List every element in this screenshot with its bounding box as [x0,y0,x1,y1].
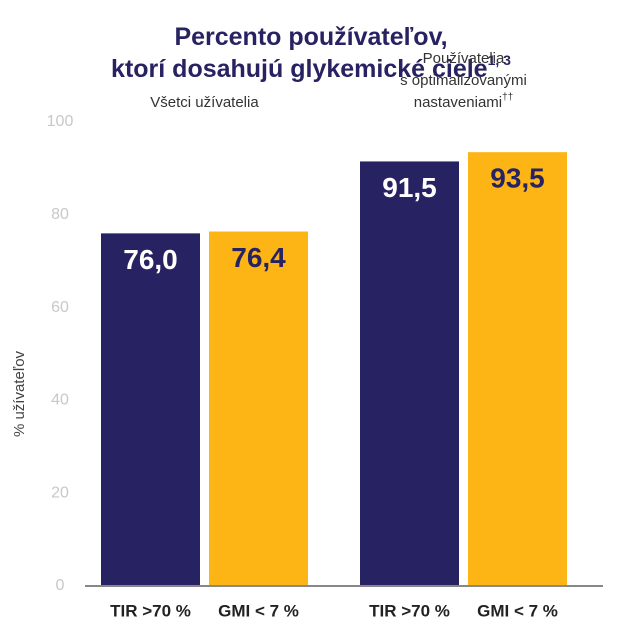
bar [101,233,200,587]
title-line: ktorí dosahujú glykemické ciele [111,55,488,83]
group-label: nastaveniami†† [414,92,514,111]
group-label: s optimalizovanými [400,72,527,89]
value-label: 93,5 [490,163,545,194]
y-tick-label: 60 [51,299,69,316]
x-tick-label: GMI < 7 % [477,601,558,620]
group-label-line: Používatelia [423,50,505,67]
group-label-line: Všetci užívatelia [150,94,259,111]
y-tick-label: 20 [51,484,69,501]
value-label: 91,5 [382,172,437,203]
group-label-line: s optimalizovanými [400,72,527,89]
y-tick-label: 40 [51,392,69,409]
bar [360,161,459,586]
bar [209,231,308,586]
y-tick-label: 80 [51,206,69,223]
x-tick-label: TIR >70 % [369,601,450,620]
group-label: Používatelia [423,50,505,67]
group-label-note: †† [502,92,513,103]
x-tick-label: GMI < 7 % [218,601,299,620]
title-note: 1, 3 [488,52,512,68]
title-line: Percento používateľov, [174,23,447,51]
y-tick-label: 0 [56,577,65,594]
chart-title: Percento používateľov, [174,23,447,51]
value-label: 76,4 [231,242,286,273]
x-tick-label: TIR >70 % [110,601,191,620]
bar [468,152,567,586]
y-tick-label: 100 [47,113,74,130]
chart-title: ktorí dosahujú glykemické ciele1, 3 [111,52,511,83]
group-label: Všetci užívatelia [150,94,259,111]
value-label: 76,0 [123,244,178,275]
y-axis-label: % užívateľov [11,350,28,437]
group-label-line: nastaveniami [414,94,502,111]
